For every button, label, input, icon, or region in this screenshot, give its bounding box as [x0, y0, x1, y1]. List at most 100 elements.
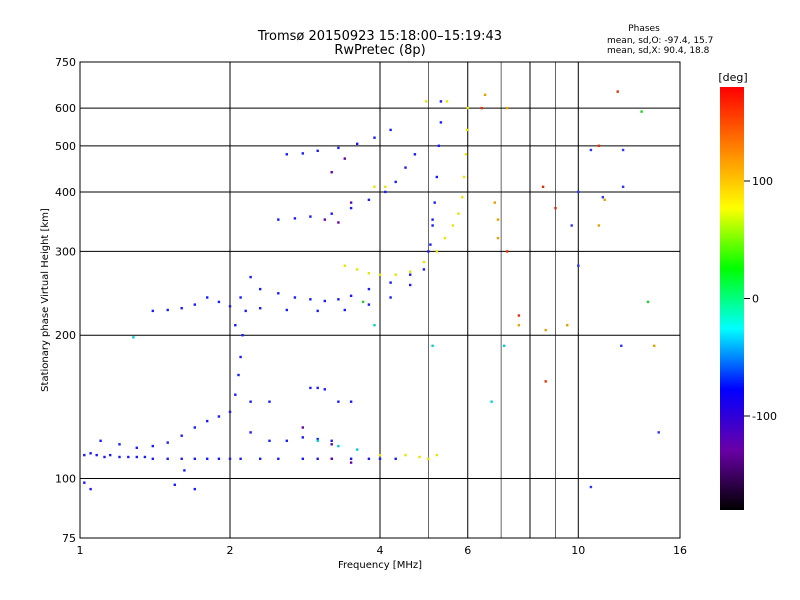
data-point: [349, 201, 353, 204]
data-point: [461, 196, 464, 199]
data-point: [316, 149, 319, 152]
data-point: [206, 419, 209, 423]
data-point: [389, 296, 392, 299]
data-point: [439, 100, 443, 103]
colorbar-tick-label: -100: [752, 410, 777, 423]
data-point: [337, 221, 340, 224]
data-point: [435, 250, 438, 253]
data-point: [118, 443, 121, 446]
data-point: [465, 128, 469, 132]
data-point: [464, 153, 468, 156]
data-point: [349, 461, 353, 464]
data-point: [206, 457, 209, 460]
data-point: [217, 300, 221, 304]
data-point: [183, 469, 186, 472]
data-point: [389, 128, 392, 132]
data-points: [83, 90, 660, 491]
data-point: [180, 307, 183, 310]
data-point: [95, 453, 98, 457]
data-point: [301, 426, 304, 429]
data-point: [427, 250, 430, 253]
y-axis-ticks: 75 100 200 300 400 500 600 750: [55, 56, 76, 545]
x-tick-label: 6: [464, 544, 471, 557]
data-point: [277, 218, 280, 221]
y-tick-label: 750: [55, 56, 76, 69]
data-point: [103, 455, 106, 459]
data-point: [99, 439, 102, 442]
data-point: [443, 236, 447, 240]
x-tick-label: 16: [673, 544, 687, 557]
data-point: [589, 148, 593, 152]
data-point: [413, 153, 417, 156]
data-point: [166, 308, 169, 312]
data-point: [118, 455, 121, 459]
data-point: [373, 185, 376, 188]
data-point: [496, 218, 500, 221]
data-point: [601, 196, 604, 199]
data-point: [309, 298, 312, 301]
data-point: [180, 434, 183, 437]
data-point: [544, 328, 547, 332]
data-point: [621, 185, 625, 188]
data-point: [577, 264, 580, 267]
data-point: [249, 275, 252, 279]
data-point: [597, 224, 601, 227]
colorbar: [deg] 100 0 -100: [718, 71, 777, 510]
stats-x-line: mean, sd,X: 90.4, 18.8: [607, 46, 710, 56]
data-point: [496, 236, 500, 240]
data-point: [431, 224, 434, 227]
y-tick-label: 600: [55, 102, 76, 115]
data-point: [301, 457, 304, 460]
data-point: [241, 334, 244, 337]
stats-o-line: mean, sd,O: -97.4, 15.7: [607, 36, 713, 46]
data-point: [490, 400, 493, 403]
data-point: [349, 400, 353, 403]
data-point: [127, 455, 130, 459]
colorbar-tick-label: 100: [752, 175, 773, 188]
data-point: [435, 453, 438, 457]
data-point: [480, 106, 483, 110]
data-point: [506, 106, 509, 110]
data-point: [337, 146, 340, 150]
data-point: [316, 309, 319, 313]
data-point: [445, 100, 449, 103]
data-point: [323, 299, 326, 303]
data-point: [301, 436, 304, 439]
data-point: [316, 437, 319, 441]
data-point: [373, 324, 376, 327]
data-point: [309, 386, 312, 390]
data-point: [89, 452, 92, 455]
data-point: [323, 218, 326, 221]
data-point: [277, 292, 280, 295]
data-point: [517, 324, 521, 327]
y-tick-label: 300: [55, 245, 76, 258]
data-point: [234, 324, 237, 327]
data-point: [589, 485, 593, 489]
colorbar-gradient: [720, 87, 744, 510]
y-tick-label: 200: [55, 329, 76, 342]
data-point: [433, 201, 436, 204]
data-point: [135, 455, 138, 459]
data-point: [554, 206, 557, 210]
data-point: [431, 218, 434, 221]
data-point: [466, 106, 469, 110]
data-point: [422, 268, 426, 271]
data-point: [259, 457, 262, 460]
data-point: [378, 457, 382, 460]
data-point: [109, 453, 112, 457]
data-point: [367, 457, 371, 460]
data-point: [566, 324, 569, 327]
data-point: [337, 444, 340, 448]
data-point: [228, 410, 232, 414]
data-point: [603, 198, 606, 201]
stats-header: Phases: [628, 24, 660, 34]
data-point: [356, 142, 359, 145]
colorbar-ticks: 100 0 -100: [744, 175, 777, 423]
data-point: [457, 212, 460, 215]
data-point: [451, 224, 454, 227]
data-point: [570, 224, 573, 227]
data-point: [367, 303, 371, 306]
data-point: [285, 308, 288, 312]
data-point: [429, 243, 432, 246]
data-point: [249, 431, 252, 434]
